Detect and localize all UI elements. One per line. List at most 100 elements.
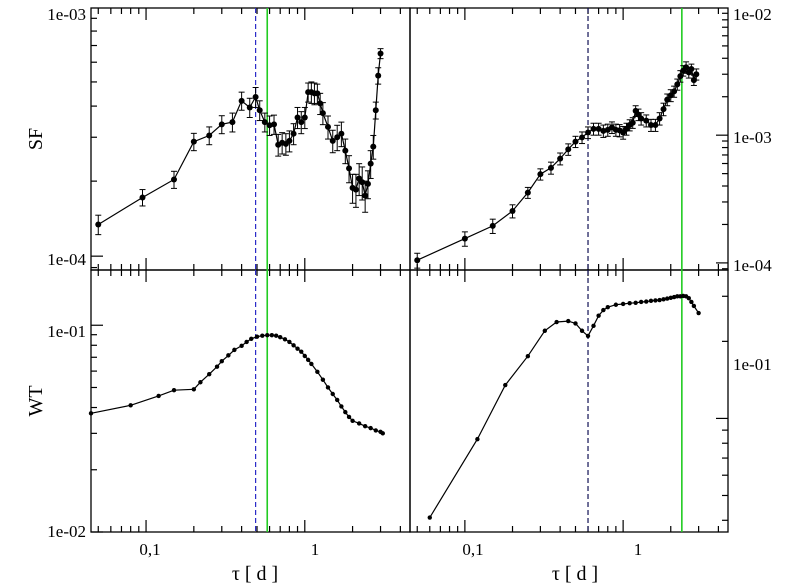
data-point bbox=[325, 385, 331, 390]
data-point bbox=[547, 164, 554, 171]
data-point bbox=[677, 73, 684, 80]
data-point bbox=[88, 411, 94, 416]
data-point bbox=[652, 122, 659, 129]
data-point bbox=[207, 371, 212, 377]
data-point bbox=[256, 107, 263, 114]
y-tick-label-sf-right-bottom: 1e-04 bbox=[733, 256, 772, 275]
data-point bbox=[171, 176, 178, 183]
data-point bbox=[629, 119, 636, 126]
data-point bbox=[579, 328, 585, 333]
data-point bbox=[339, 404, 344, 409]
data-point bbox=[350, 418, 355, 424]
data-point bbox=[368, 425, 373, 431]
data-point bbox=[229, 119, 236, 126]
y-tick-label-sf-right-top: 1e-02 bbox=[733, 5, 772, 24]
y-axis-title-sf: SF bbox=[25, 128, 47, 150]
data-point bbox=[352, 186, 359, 193]
data-point bbox=[239, 343, 244, 349]
data-point bbox=[346, 414, 352, 420]
data-point bbox=[286, 137, 293, 144]
data-point bbox=[206, 132, 213, 139]
y-tick-label-wt-right: 1e-01 bbox=[733, 355, 772, 374]
data-point bbox=[301, 114, 308, 121]
panel-frame-wt-right bbox=[409, 269, 729, 533]
data-point bbox=[661, 297, 666, 302]
data-point bbox=[338, 130, 345, 137]
data-point bbox=[605, 304, 610, 310]
data-point bbox=[219, 359, 224, 364]
data-point bbox=[643, 117, 650, 124]
data-point bbox=[565, 146, 572, 153]
data-point bbox=[657, 297, 662, 303]
data-point bbox=[591, 323, 596, 329]
x-axis-title-right: τ [ d ] bbox=[552, 563, 598, 585]
series-line-sf-right bbox=[416, 66, 697, 261]
data-point bbox=[375, 72, 382, 79]
data-point bbox=[269, 333, 275, 338]
data-point bbox=[557, 155, 564, 162]
data-point bbox=[290, 130, 297, 137]
data-point bbox=[302, 353, 307, 359]
data-point bbox=[362, 423, 368, 429]
data-point bbox=[314, 90, 321, 97]
data-point bbox=[572, 138, 579, 145]
data-point bbox=[554, 319, 559, 325]
data-point bbox=[191, 387, 197, 392]
data-point bbox=[330, 391, 335, 397]
x-tick-label-right-0.1: 0,1 bbox=[462, 540, 483, 559]
data-point bbox=[377, 50, 384, 57]
data-point bbox=[246, 104, 253, 111]
y-tick-label-sf-left-bottom: 1e-04 bbox=[47, 250, 86, 269]
data-point bbox=[273, 333, 279, 338]
data-point bbox=[252, 94, 259, 101]
data-point bbox=[573, 321, 578, 326]
data-point bbox=[282, 337, 288, 342]
data-point bbox=[317, 100, 324, 107]
data-series bbox=[88, 48, 701, 520]
data-point bbox=[260, 333, 265, 338]
data-point bbox=[647, 122, 654, 129]
data-point bbox=[461, 235, 468, 242]
data-point bbox=[638, 299, 644, 305]
data-point bbox=[633, 300, 638, 305]
data-point bbox=[128, 403, 133, 408]
data-point bbox=[667, 92, 674, 99]
data-point bbox=[627, 300, 632, 306]
data-point bbox=[261, 119, 268, 126]
axis-ticks bbox=[91, 8, 728, 533]
data-point bbox=[299, 349, 304, 354]
data-point bbox=[689, 299, 694, 305]
data-point bbox=[315, 369, 320, 375]
data-point bbox=[542, 328, 548, 333]
panel-frame-wt-left bbox=[90, 269, 411, 533]
data-point bbox=[95, 221, 102, 228]
data-point bbox=[254, 334, 260, 339]
data-point bbox=[373, 428, 378, 433]
data-point bbox=[656, 115, 663, 122]
data-point bbox=[305, 357, 311, 363]
data-point bbox=[329, 137, 336, 144]
data-point bbox=[585, 333, 591, 339]
x-tick-label-left-1: 1 bbox=[311, 540, 320, 559]
data-point bbox=[665, 296, 670, 301]
data-point bbox=[238, 97, 245, 104]
data-point bbox=[139, 194, 146, 201]
x-tick-label-left-0.1: 0,1 bbox=[139, 540, 160, 559]
data-point bbox=[668, 295, 673, 300]
y-tick-label-wt-left-top: 1e-01 bbox=[47, 322, 86, 341]
data-point bbox=[319, 110, 326, 117]
data-point bbox=[265, 333, 270, 338]
data-point bbox=[664, 96, 671, 103]
data-point bbox=[278, 335, 283, 340]
data-point bbox=[226, 353, 231, 358]
data-point bbox=[638, 115, 645, 122]
data-point bbox=[295, 346, 300, 351]
data-point bbox=[372, 107, 379, 114]
data-point bbox=[298, 119, 305, 126]
data-point bbox=[648, 298, 654, 304]
data-point bbox=[674, 81, 681, 88]
data-point bbox=[601, 307, 606, 313]
data-point bbox=[309, 361, 314, 367]
data-point bbox=[509, 207, 516, 214]
data-point bbox=[346, 165, 353, 172]
